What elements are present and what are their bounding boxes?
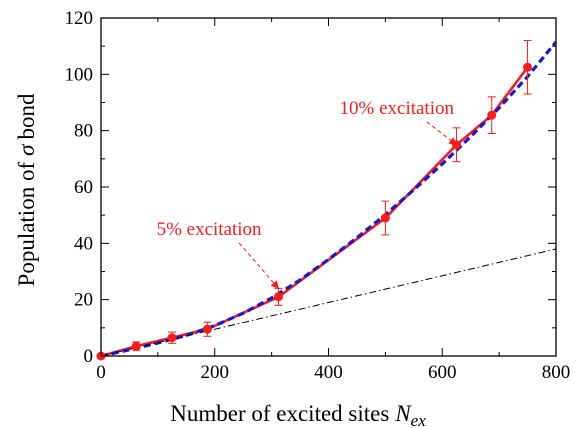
- data-series-line: [100, 66, 529, 358]
- y-axis-label: Population of σ bond: [14, 93, 39, 286]
- plot-area: [100, 17, 557, 357]
- y-tick-label: 80: [74, 121, 93, 142]
- annotation-arrow: [238, 242, 279, 290]
- plot-frame: [100, 17, 557, 357]
- annotation-layer: 5% excitation 10% excitation: [157, 98, 458, 290]
- y-tick-label: 120: [65, 8, 94, 29]
- annotation-arrow: [426, 121, 458, 146]
- linear-reference-line: [100, 248, 557, 357]
- x-axis-label: Number of excited sites Nex: [170, 401, 426, 428]
- x-axis-label-text: Number of excited sites: [170, 401, 389, 426]
- series-layer: [100, 40, 558, 358]
- y-axis-label-text: Population of: [14, 162, 39, 287]
- ticks-layer: 0 200 400 600 800 0 20 40 60 80 100 120: [65, 8, 571, 383]
- data-point: [131, 341, 141, 351]
- y-tick-label: 20: [74, 290, 93, 311]
- y-tick-label: 100: [65, 64, 94, 85]
- data-point: [167, 333, 177, 343]
- x-axis-label-symbol: N: [394, 401, 412, 426]
- y-axis-label-symbol: σ: [14, 143, 39, 156]
- marks-layer: [96, 40, 533, 361]
- x-tick-label: 600: [428, 362, 457, 383]
- x-tick-label: 0: [96, 362, 106, 383]
- data-point: [273, 292, 283, 302]
- data-point: [487, 110, 497, 120]
- fit-curve-line: [100, 40, 558, 358]
- x-axis-label-subscript: ex: [411, 411, 427, 428]
- data-point: [380, 213, 390, 223]
- y-tick-label: 60: [74, 177, 93, 198]
- data-point: [202, 324, 212, 334]
- y-axis-label-suffix: bond: [14, 93, 39, 140]
- annotation-label: 10% excitation: [340, 98, 455, 119]
- y-tick-label: 40: [74, 233, 93, 254]
- x-tick-label: 200: [201, 362, 230, 383]
- data-point: [523, 62, 533, 72]
- annotation-label: 5% excitation: [157, 219, 262, 240]
- x-tick-label: 800: [542, 362, 571, 383]
- x-tick-label: 400: [314, 362, 343, 383]
- y-tick-label: 0: [84, 346, 94, 367]
